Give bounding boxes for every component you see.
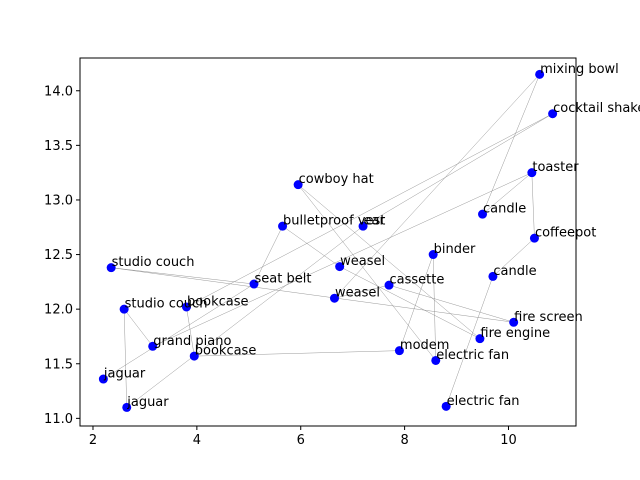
data-point xyxy=(122,402,132,412)
x-tick-label: 6 xyxy=(297,433,305,448)
connection-line xyxy=(253,226,283,285)
data-point xyxy=(535,69,545,79)
y-tick-label: 13.5 xyxy=(44,139,73,154)
connection-line xyxy=(186,113,553,308)
data-point xyxy=(441,401,451,411)
data-point xyxy=(431,355,441,365)
data-point xyxy=(384,280,394,290)
point-label: modem xyxy=(400,338,450,353)
point-label: fire screen xyxy=(514,310,583,325)
data-point xyxy=(529,233,539,243)
point-label: coffeepot xyxy=(535,226,596,241)
data-point xyxy=(119,304,129,314)
data-point xyxy=(329,293,339,303)
connection-line xyxy=(103,283,255,380)
connection-line xyxy=(399,254,434,351)
data-point xyxy=(527,168,537,178)
x-tick-label: 8 xyxy=(400,433,408,448)
point-label: toaster xyxy=(532,160,579,175)
point-label: electric fan xyxy=(436,348,509,363)
point-labels: mixing bowl cocktail shaker cowboy hat toas… xyxy=(103,62,640,410)
data-point xyxy=(475,334,485,344)
point-label: electric fan xyxy=(447,394,520,409)
point-label: candle xyxy=(483,202,526,217)
connection-line xyxy=(362,113,553,227)
point-label: weasel xyxy=(335,286,380,301)
data-points xyxy=(98,69,558,412)
point-label: bookcase xyxy=(187,294,249,309)
connection-line xyxy=(111,267,514,323)
connection-line xyxy=(388,284,514,323)
connection-line xyxy=(531,172,535,239)
connection-line xyxy=(432,254,437,361)
connection-line xyxy=(445,276,494,407)
connection-line xyxy=(297,184,481,339)
connection-line xyxy=(126,225,364,408)
connection-line xyxy=(152,172,532,347)
x-tick-label: 4 xyxy=(193,433,201,448)
data-point xyxy=(98,374,108,384)
point-label: bulletproof vest xyxy=(283,214,385,229)
point-label: grand piano xyxy=(153,334,231,349)
y-tick-label: 12.0 xyxy=(44,303,73,318)
data-point xyxy=(509,317,519,327)
point-label: binder xyxy=(434,242,476,257)
x-tick-label: 10 xyxy=(500,433,517,448)
y-axis-ticks: 11.0 11.5 12.0 12.5 13.0 13.5 14.0 xyxy=(44,84,80,427)
data-point xyxy=(488,271,498,281)
connection-line xyxy=(282,225,340,267)
connection-line xyxy=(297,184,436,361)
connection-line xyxy=(186,306,195,357)
point-label: jaguar xyxy=(103,367,146,382)
point-label: studio couch xyxy=(112,255,195,270)
connection-lines xyxy=(103,74,553,408)
connection-line xyxy=(123,309,127,408)
connection-line xyxy=(111,267,255,285)
point-label: jaguar xyxy=(126,395,169,410)
data-point xyxy=(148,341,158,351)
connection-line xyxy=(194,350,400,357)
y-tick-label: 11.0 xyxy=(44,412,73,427)
data-point xyxy=(189,351,199,361)
data-point xyxy=(335,262,345,272)
point-label: mixing bowl xyxy=(540,62,619,77)
y-tick-label: 12.5 xyxy=(44,248,73,263)
point-label: candle xyxy=(493,264,536,279)
connection-line xyxy=(482,74,540,215)
y-tick-label: 13.0 xyxy=(44,193,73,208)
point-label: cowboy hat xyxy=(299,172,374,187)
data-point xyxy=(394,346,404,356)
data-point xyxy=(428,250,438,260)
data-point xyxy=(293,180,303,190)
y-tick-label: 14.0 xyxy=(44,84,73,99)
data-point xyxy=(181,302,191,312)
data-point xyxy=(478,209,488,219)
data-point xyxy=(358,221,368,231)
connection-line xyxy=(339,266,481,339)
data-point xyxy=(278,221,288,231)
connection-line xyxy=(492,237,535,277)
data-point xyxy=(249,279,259,289)
point-label: seat belt xyxy=(254,272,311,287)
point-label: cocktail shaker xyxy=(553,101,640,116)
point-label: weasel xyxy=(340,254,385,269)
point-label: ear xyxy=(364,214,386,229)
point-label: cassette xyxy=(390,273,445,288)
connection-line xyxy=(482,172,533,215)
connection-line xyxy=(123,309,153,347)
y-tick-label: 11.5 xyxy=(44,357,73,372)
x-tick-label: 2 xyxy=(89,433,97,448)
connection-line xyxy=(334,74,540,299)
data-point xyxy=(548,109,558,119)
x-axis-ticks: 2 4 6 8 10 xyxy=(89,426,517,448)
data-point xyxy=(106,263,116,273)
plot-frame xyxy=(79,57,577,427)
point-label: bookcase xyxy=(195,344,257,359)
point-label: fire engine xyxy=(480,326,550,341)
point-label: studio couch xyxy=(125,297,208,312)
